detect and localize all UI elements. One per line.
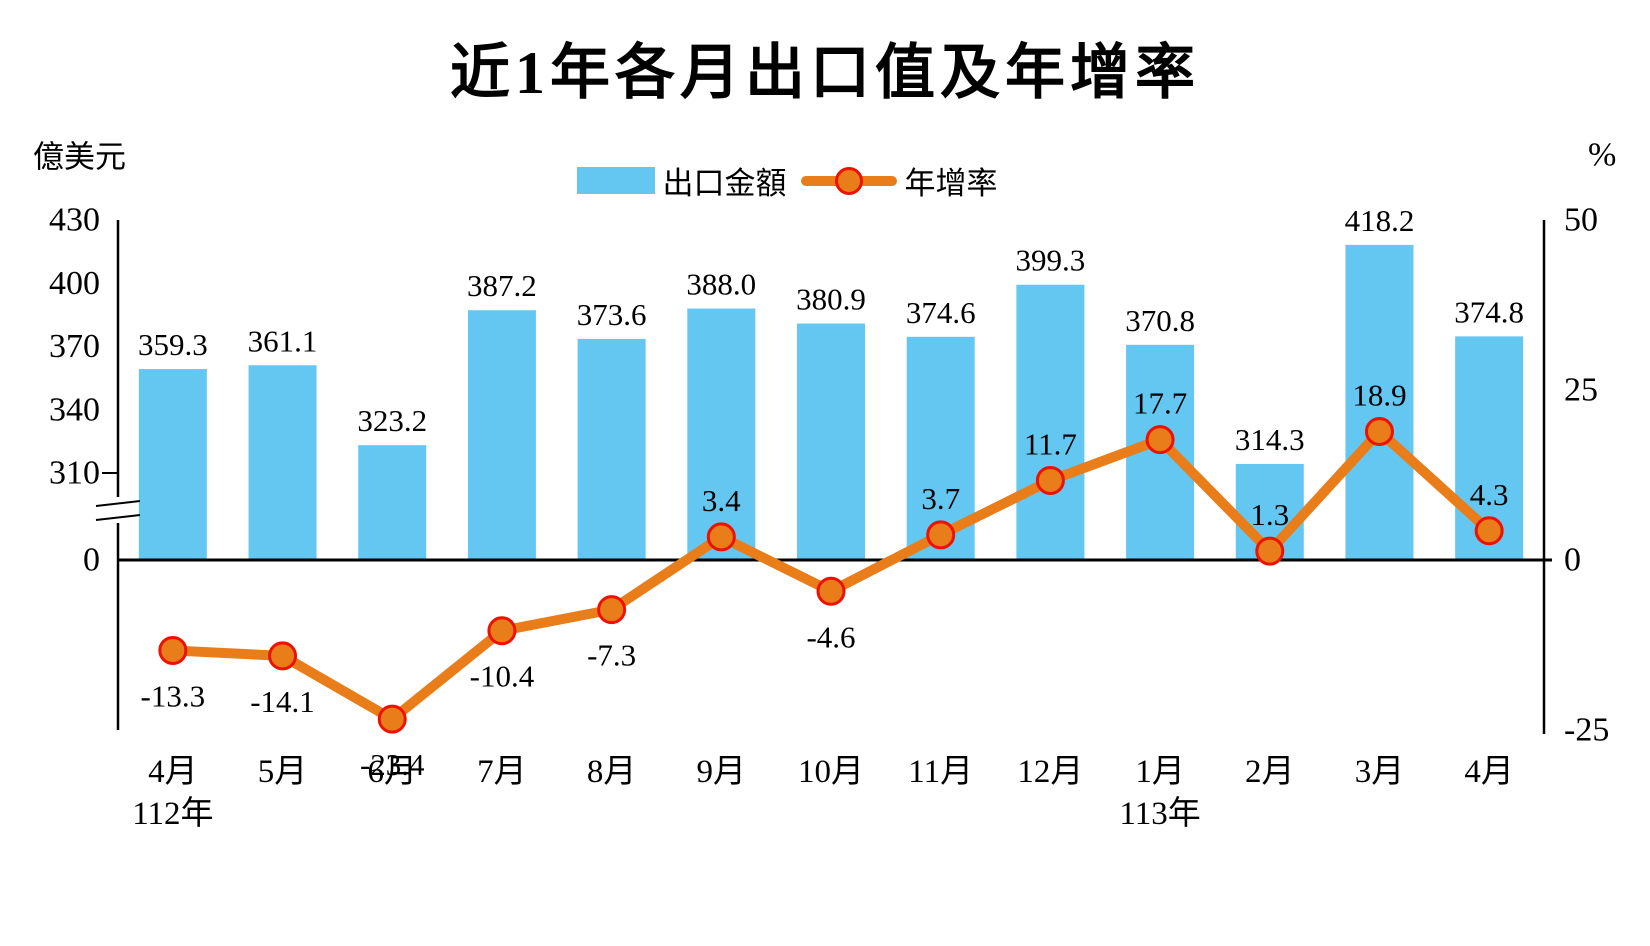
- axis-break-mark: [95, 514, 141, 521]
- line-marker: [487, 616, 517, 646]
- x-axis-month-label: 4月: [148, 754, 198, 790]
- line-marker: [1255, 536, 1285, 566]
- line-marker: [377, 704, 407, 734]
- x-axis-month-label: 10月: [798, 754, 864, 790]
- x-axis-year-label: 112年: [132, 795, 213, 832]
- bar-value-label: 388.0: [686, 267, 756, 302]
- bar-value-label: 373.6: [577, 297, 647, 332]
- line-marker: [268, 641, 298, 671]
- left-axis-unit-label: 億美元: [33, 140, 126, 175]
- bar-value-label: 374.6: [906, 295, 976, 330]
- bar: [248, 365, 317, 560]
- bar: [138, 369, 207, 560]
- bar-value-label: 323.2: [357, 403, 427, 438]
- right-axis-tick-label: -25: [1564, 712, 1609, 749]
- bar-value-label: 399.3: [1016, 243, 1086, 278]
- line-value-label: -14.1: [250, 684, 315, 719]
- right-axis-tick-label: 50: [1564, 202, 1598, 239]
- right-axis-tick-label: 25: [1564, 372, 1598, 409]
- x-axis-month-label: 7月: [477, 754, 527, 790]
- chart-title: 近1年各月出口值及年增率: [450, 40, 1200, 106]
- line-marker: [1035, 465, 1065, 495]
- line-marker: [1364, 416, 1394, 446]
- bar: [577, 338, 646, 560]
- line-value-label: -10.4: [470, 659, 535, 694]
- line-marker: [1145, 425, 1175, 455]
- left-axis-tick-label: 0: [83, 542, 100, 579]
- bar-value-label: 380.9: [796, 282, 866, 317]
- legend-label-yoy-growth: 年增率: [904, 166, 998, 201]
- x-axis-month-label: 12月: [1017, 754, 1083, 790]
- line-value-label: 18.9: [1352, 377, 1406, 412]
- line-value-label: -13.3: [141, 678, 206, 713]
- line-series-swatch: [800, 166, 897, 195]
- line-value-label: 4.3: [1470, 477, 1509, 512]
- bar-value-label: 359.3: [138, 327, 208, 362]
- line-value-label: 11.7: [1024, 426, 1077, 461]
- x-axis-month-label: 8月: [587, 754, 637, 790]
- right-axis-unit-label: %: [1588, 137, 1616, 174]
- line-marker: [816, 576, 846, 606]
- x-axis-month-label: 1月: [1135, 754, 1185, 790]
- bar: [687, 308, 756, 560]
- line-value-label: 17.7: [1133, 386, 1187, 421]
- chart-legend: 出口金額 年增率: [0, 158, 1612, 203]
- axis-break-mark: [95, 500, 141, 507]
- line-value-label: 1.3: [1250, 497, 1289, 532]
- line-swatch-marker-icon: [834, 166, 863, 195]
- x-axis-month-label: 5月: [258, 754, 308, 790]
- bar-series-swatch: [576, 167, 655, 194]
- line-marker: [158, 635, 188, 665]
- left-axis-tick-label: 430: [49, 202, 100, 239]
- bar: [467, 310, 536, 560]
- line-value-label: -4.6: [806, 619, 855, 654]
- x-axis-month-label: 9月: [697, 754, 747, 790]
- bar: [797, 323, 865, 560]
- bar-value-label: 374.8: [1454, 294, 1524, 329]
- line-marker: [597, 595, 627, 625]
- left-axis-tick-label: 340: [49, 391, 100, 428]
- left-axis-tick-label: 370: [49, 328, 100, 365]
- x-axis-month-label: 4月: [1464, 754, 1514, 790]
- x-axis-month-label: 11月: [908, 754, 973, 790]
- line-value-label: -23.4: [360, 747, 425, 782]
- line-marker: [926, 520, 956, 550]
- line-value-label: 3.7: [921, 481, 960, 516]
- bar-value-label: 314.3: [1235, 422, 1305, 457]
- legend-item-export-amount: 出口金額: [576, 158, 787, 203]
- left-axis-tick-label: 310: [49, 455, 100, 492]
- line-marker: [1474, 516, 1504, 546]
- x-axis-year-label: 113年: [1119, 795, 1200, 832]
- legend-item-yoy-growth: 年增率: [800, 158, 998, 203]
- bar: [358, 445, 427, 560]
- right-axis-tick-label: 0: [1564, 542, 1581, 579]
- bar: [1345, 244, 1414, 560]
- bar: [1016, 284, 1085, 560]
- bar-value-label: 361.1: [248, 323, 318, 358]
- line-value-label: 3.4: [702, 483, 741, 518]
- left-axis-tick-label: 400: [49, 265, 100, 302]
- bar-value-label: 418.2: [1345, 203, 1415, 238]
- x-axis-month-label: 2月: [1245, 754, 1295, 790]
- line-value-label: -7.3: [587, 638, 636, 673]
- bar-value-label: 387.2: [467, 268, 537, 303]
- x-axis-month-label: 3月: [1355, 754, 1405, 790]
- line-marker: [706, 522, 736, 552]
- x-axis-month-label: 6月: [367, 754, 417, 790]
- bar-value-label: 370.8: [1125, 303, 1195, 338]
- legend-label-export-amount: 出口金額: [662, 166, 787, 201]
